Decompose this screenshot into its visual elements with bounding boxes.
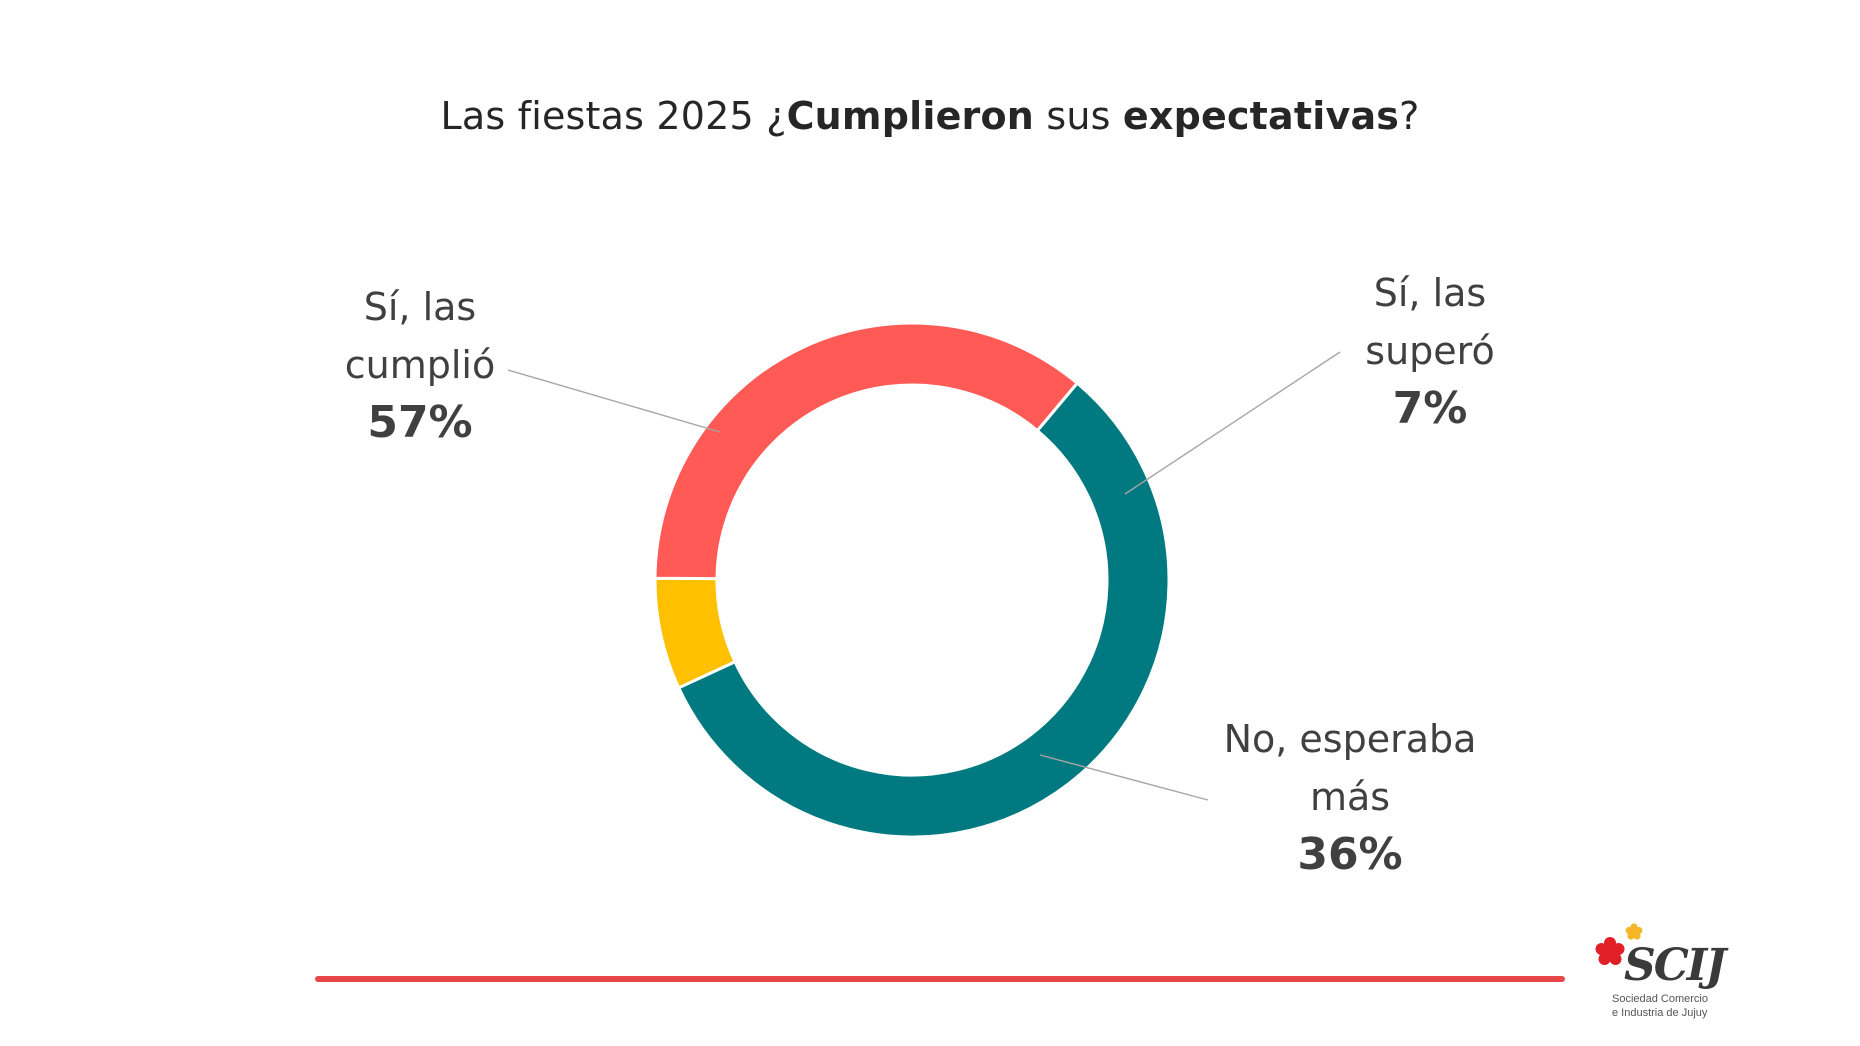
leader-line-2 <box>1039 754 1209 801</box>
slice-label-line: No, esperaba <box>1223 717 1477 761</box>
slice-label-cumplio: Sí, las cumplió 57% <box>300 278 540 452</box>
slice-label-line: Sí, las <box>1373 271 1487 315</box>
slice-label-line: cumplió <box>344 343 496 387</box>
donut-slice-2 <box>653 321 1080 581</box>
chart-title: Las fiestas 2025 ¿Cumplieron sus expecta… <box>0 94 1860 138</box>
leader-line-1 <box>1124 351 1341 495</box>
accent-divider <box>315 976 1565 982</box>
slice-label-supero: Sí, las superó 7% <box>1320 264 1540 438</box>
slice-label-no: No, esperaba más 36% <box>1200 710 1500 884</box>
slice-value-label: 7% <box>1392 383 1468 434</box>
donut-slices <box>653 321 1171 839</box>
title-part: ? <box>1399 94 1420 138</box>
leader-lines <box>507 351 1341 801</box>
logo-subtitle: Sociedad Comercio e Industria de Jujuy <box>1612 992 1762 1020</box>
title-part: Las fiestas 2025 ¿ <box>440 94 787 138</box>
slice-label-line: más <box>1309 775 1391 819</box>
slice-label-line: superó <box>1365 329 1495 373</box>
logo-wordmark: SCIJ <box>1624 940 1726 991</box>
title-part: sus <box>1034 94 1123 138</box>
leader-line-0 <box>507 369 721 433</box>
flower-logo-icon <box>1595 923 1643 965</box>
slice-value-label: 36% <box>1297 829 1403 880</box>
slice-label-line: Sí, las <box>363 285 477 329</box>
donut-slice-0 <box>676 381 1171 839</box>
title-part-bold: expectativas <box>1122 94 1400 138</box>
title-part-bold: Cumplieron <box>786 94 1035 138</box>
slice-value-label: 57% <box>367 397 473 448</box>
logo-subtitle-line: Sociedad Comercio <box>1612 993 1708 1005</box>
scij-logo: SCIJ Sociedad Comercio e Industria de Ju… <box>1588 920 1758 1030</box>
logo-subtitle-line: e Industria de Jujuy <box>1612 1007 1708 1019</box>
